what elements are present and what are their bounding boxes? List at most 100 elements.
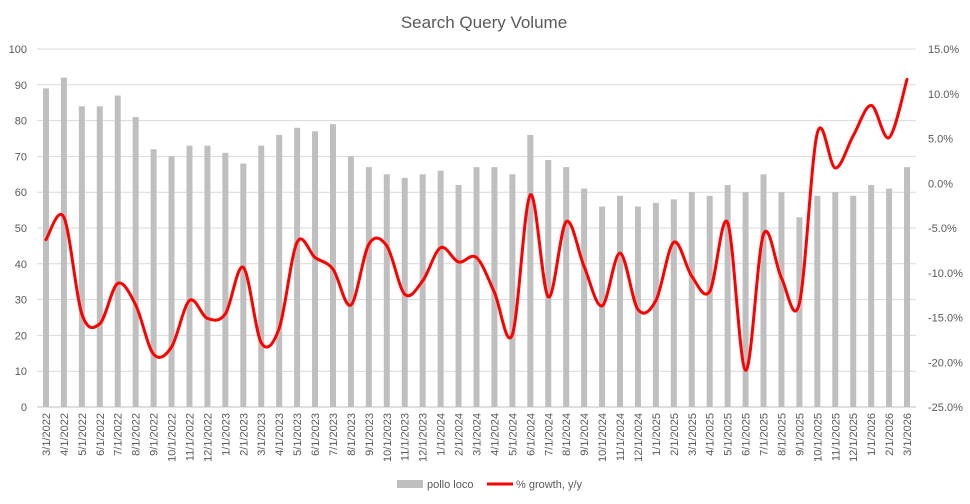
x-axis-tick-label: 6/1/2024 (525, 413, 537, 456)
x-axis-tick-label: 9/1/2024 (579, 413, 591, 456)
bar (527, 134, 534, 408)
bar (78, 106, 85, 407)
bar (850, 195, 857, 407)
bar (563, 167, 570, 407)
x-axis-tick-label: 12/1/2023 (418, 413, 430, 462)
x-axis-tick-label: 1/1/2024 (436, 413, 448, 456)
x-axis-tick-label: 2/1/2024 (454, 413, 466, 456)
growth-line (44, 77, 909, 372)
x-axis-tick-label: 6/1/2025 (741, 413, 753, 456)
bar (419, 174, 426, 407)
bar (688, 192, 695, 407)
x-axis-tick-label: 4/1/2023 (274, 413, 286, 456)
x-axis-tick-label: 11/1/2024 (615, 413, 627, 461)
bar (204, 145, 211, 407)
legend-label-pollo-loco: pollo loco (427, 479, 473, 491)
bar (706, 195, 713, 407)
right-axis-tick-label: -25.0% (928, 402, 963, 414)
bar (329, 124, 336, 408)
x-axis-tick-label: 3/1/2023 (256, 413, 268, 456)
line-series-growth (44, 77, 909, 372)
left-axis-tick-label: 50 (15, 223, 27, 235)
x-axis-tick-label: 4/1/2024 (489, 413, 501, 456)
x-axis-tick-label: 12/1/2024 (633, 413, 645, 462)
left-axis-tick-label: 90 (15, 80, 27, 92)
x-axis-tick-label: 3/1/2022 (41, 413, 53, 456)
bar (814, 195, 821, 407)
bar (114, 95, 121, 407)
bar (652, 202, 659, 407)
bar (383, 174, 390, 407)
bar (742, 192, 749, 407)
x-axis-tick-label: 6/1/2022 (95, 413, 107, 456)
x-axis-tick-label: 3/1/2024 (472, 413, 484, 456)
bar (347, 156, 354, 407)
x-axis-tick-label: 9/1/2022 (149, 413, 161, 456)
x-axis-tick-label: 11/1/2022 (185, 413, 197, 461)
x-axis-tick-label: 9/1/2023 (364, 413, 376, 456)
x-axis-tick-label: 8/1/2022 (131, 413, 143, 456)
left-axis-tick-label: 0 (21, 402, 27, 414)
x-axis-tick-label: 5/1/2025 (723, 413, 735, 456)
bar (617, 195, 624, 407)
x-axis-tick-label: 3/1/2026 (902, 413, 914, 456)
legend-swatch-pollo-loco (397, 480, 423, 488)
bar (240, 163, 247, 407)
chart-title: Search Query Volume (401, 13, 567, 32)
x-axis-tick-label: 6/1/2023 (310, 413, 322, 456)
x-axis-tick-label: 5/1/2022 (77, 413, 89, 456)
x-axis-tick-label: 5/1/2023 (292, 413, 304, 456)
right-axis-tick-label: -5.0% (928, 223, 957, 235)
bar (222, 152, 229, 407)
right-y-axis: -25.0% -20.0% -15.0% -10.0% -5.0% 0.0% 5.0% 10.… (928, 44, 963, 414)
bar (42, 88, 49, 407)
right-axis-tick-label: 10.0% (928, 89, 959, 101)
x-axis-tick-label: 2/1/2026 (884, 413, 896, 456)
bar (886, 188, 893, 407)
bar (150, 149, 157, 408)
left-y-axis: 0 10 20 30 40 50 60 70 80 90 100 (9, 44, 27, 414)
bar (96, 106, 103, 407)
left-axis-tick-label: 10 (15, 366, 27, 378)
x-axis-tick-label: 10/1/2025 (812, 413, 824, 462)
bar (509, 174, 516, 407)
x-axis-tick-label: 12/1/2022 (202, 413, 214, 462)
x-axis-tick-label: 2/1/2023 (238, 413, 250, 456)
bar (365, 167, 372, 407)
left-axis-tick-label: 30 (15, 295, 27, 307)
legend: pollo loco % growth, y/y (397, 479, 583, 491)
x-axis-tick-label: 7/1/2024 (543, 413, 555, 456)
x-axis-tick-label: 7/1/2022 (113, 413, 125, 456)
x-axis-tick-label: 12/1/2025 (848, 413, 860, 462)
right-axis-tick-label: 0.0% (928, 178, 953, 190)
bar (455, 185, 462, 407)
x-axis-tick-label: 5/1/2024 (507, 413, 519, 456)
bar (276, 134, 283, 408)
x-axis-tick-label: 1/1/2023 (220, 413, 232, 456)
bar (312, 131, 319, 407)
x-axis-tick-label: 9/1/2025 (794, 413, 806, 456)
x-axis-tick-label: 11/1/2023 (400, 413, 412, 461)
x-axis-tick-label: 8/1/2024 (561, 413, 573, 456)
bar (258, 145, 265, 407)
right-axis-tick-label: 5.0% (928, 134, 953, 146)
left-axis-tick-label: 60 (15, 187, 27, 199)
x-axis-tick-label: 4/1/2025 (705, 413, 717, 456)
bar (796, 217, 803, 407)
x-axis-tick-label: 7/1/2025 (759, 413, 771, 456)
bar (832, 192, 839, 407)
bar-series-pollo-loco (42, 77, 911, 408)
x-axis: 3/1/2022 4/1/2022 5/1/2022 6/1/2022 7/1/2022… (41, 413, 914, 462)
bar (868, 185, 875, 407)
bar (760, 174, 767, 407)
bar (778, 192, 785, 407)
bar (437, 170, 444, 407)
x-axis-tick-label: 1/1/2025 (651, 413, 663, 456)
right-axis-tick-label: -15.0% (928, 313, 963, 325)
left-axis-tick-label: 80 (15, 116, 27, 128)
bar (545, 159, 552, 407)
right-axis-tick-label: 15.0% (928, 44, 959, 56)
bar (670, 199, 677, 407)
